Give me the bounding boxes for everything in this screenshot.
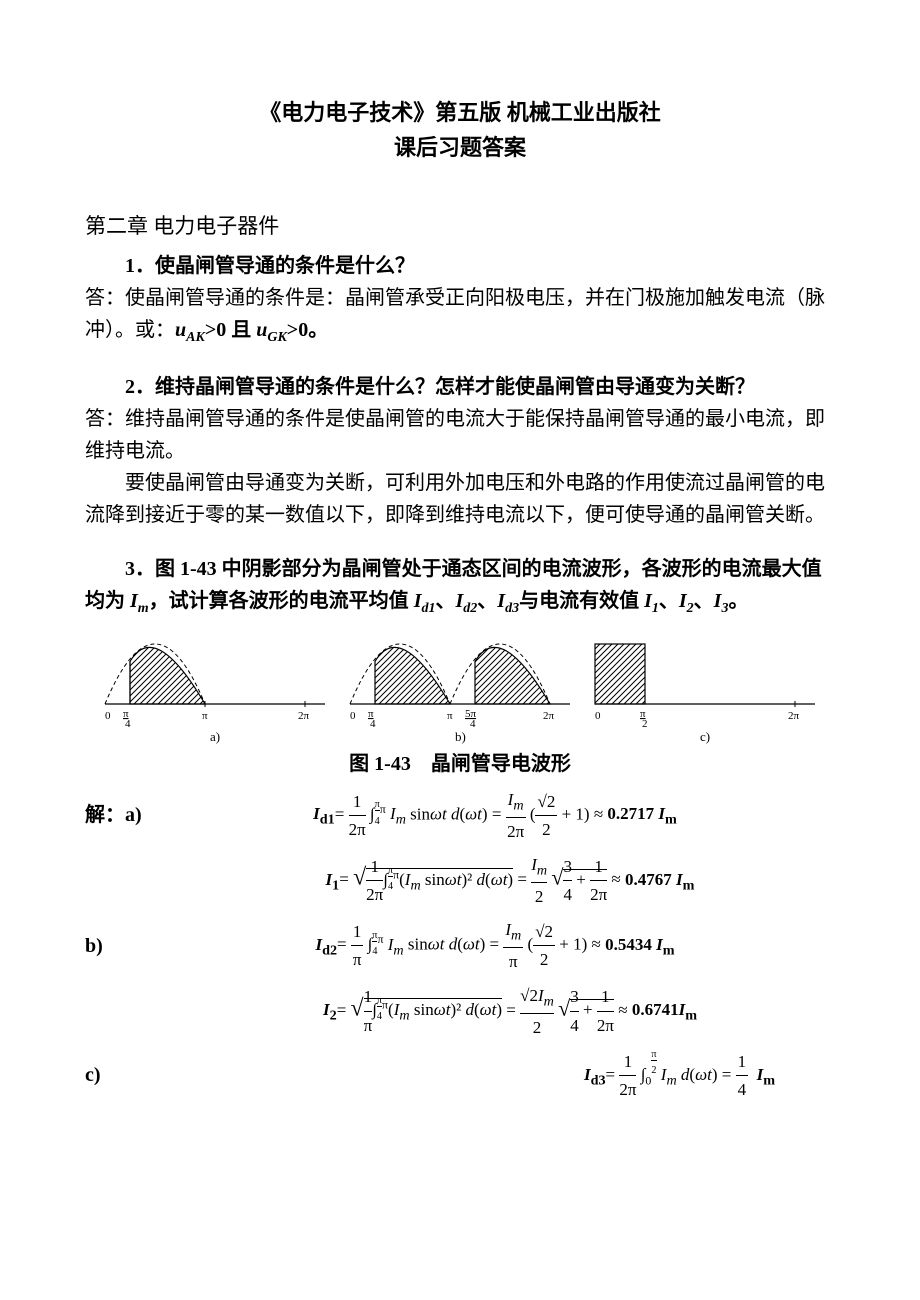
figure-1-43: 0 π 4 π 2π a) 0 π 4 π 5π 4 — [85, 629, 835, 744]
answer-1: 答：使晶闸管导通的条件是：晶闸管承受正向阳极电压，并在门极施加触发电流（脉冲）。… — [85, 282, 835, 349]
svg-text:0: 0 — [350, 710, 356, 722]
waveform-row: 0 π 4 π 2π a) 0 π 4 π 5π 4 — [85, 629, 835, 744]
svg-text:a): a) — [210, 729, 220, 744]
solution-b1: b) Id2= 1π ∫π4π Im sinωt d(ωt) = Imπ (√2… — [85, 916, 835, 975]
solution-a1: 解：a) Id1= 12π ∫π4π Im sinωt d(ωt) = Im2π… — [85, 786, 835, 845]
formula-id2: Id2= 1π ∫π4π Im sinωt d(ωt) = Imπ (√22 +… — [155, 916, 835, 975]
waveform-a: 0 π 4 π 2π a) — [95, 629, 335, 744]
q3-id1: Id1 — [414, 590, 436, 612]
solution-b2: I2= √1π∫π4π(Im sinωt)² d(ωt) = √2Im2 √34… — [85, 982, 835, 1041]
q3-i2: I2 — [679, 590, 694, 612]
solve-label-a: 解：a) — [85, 799, 155, 831]
figure-caption: 图 1-43 晶闸管导电波形 — [85, 748, 835, 780]
q3-comma-4: 、 — [694, 590, 714, 612]
answer-2-p2: 要使晶闸管由导通变为关断，可利用外加电压和外电路的作用使流过晶闸管的电流降到接近… — [85, 467, 835, 531]
svg-text:c): c) — [700, 729, 710, 744]
svg-text:2π: 2π — [788, 710, 800, 722]
condition-uak: uAK — [175, 319, 205, 341]
title-line-1: 《电力电子技术》第五版 机械工业出版社 — [85, 95, 835, 130]
svg-text:0: 0 — [595, 710, 601, 722]
solve-label-b: b) — [85, 930, 155, 962]
q3-i1: I1 — [644, 590, 659, 612]
title-line-2: 课后习题答案 — [85, 130, 835, 165]
q3-id3: Id3 — [497, 590, 519, 612]
svg-text:π: π — [202, 710, 208, 722]
condition-ugk: uGK — [256, 319, 287, 341]
svg-text:b): b) — [455, 729, 466, 744]
svg-text:0: 0 — [105, 710, 111, 722]
svg-text:4: 4 — [470, 718, 476, 730]
formula-id1: Id1= 12π ∫π4π Im sinωt d(ωt) = Im2π (√22… — [155, 786, 835, 845]
waveform-c: 0 π 2 2π c) — [585, 629, 825, 744]
svg-text:π: π — [447, 710, 453, 722]
solution-c1: c) Id3= 12π ∫0π2 Im d(ωt) = 14 Im — [85, 1047, 835, 1104]
solve-label-c: c) — [85, 1059, 155, 1091]
gt-zero-2: >0。 — [287, 319, 328, 341]
formula-i1: I1= √12π∫π4π(Im sinωt)² d(ωt) = Im2 √34 … — [185, 851, 835, 910]
solution-a2: I1= √12π∫π4π(Im sinωt)² d(ωt) = Im2 √34 … — [85, 851, 835, 910]
q3-im: Im — [130, 590, 149, 612]
svg-text:2π: 2π — [298, 710, 310, 722]
q3-comma-2: 、 — [477, 590, 497, 612]
svg-text:2π: 2π — [543, 710, 555, 722]
chapter-heading: 第二章 电力电子器件 — [85, 210, 835, 244]
gt-zero-1: >0 且 — [205, 319, 256, 341]
q3-text-2: ，试计算各波形的电流平均值 — [149, 590, 414, 612]
question-3: 3．图 1-43 中阴影部分为晶闸管处于通态区间的电流波形，各波形的电流最大值均… — [85, 553, 835, 620]
svg-text:4: 4 — [370, 718, 376, 730]
q3-period: 。 — [728, 590, 748, 612]
question-2: 2．维持晶闸管导通的条件是什么？怎样才能使晶闸管由导通变为关断？ — [85, 371, 835, 403]
q3-comma-3: 、 — [659, 590, 679, 612]
q3-text-3: 与电流有效值 — [519, 590, 644, 612]
q3-i3: I3 — [714, 590, 729, 612]
q3-id2: Id2 — [455, 590, 477, 612]
q3-comma-1: 、 — [435, 590, 455, 612]
waveform-b: 0 π 4 π 5π 4 2π b) — [340, 629, 580, 744]
document-title: 《电力电子技术》第五版 机械工业出版社 课后习题答案 — [85, 95, 835, 165]
answer-2-p1: 答：维持晶闸管导通的条件是使晶闸管的电流大于能保持晶闸管导通的最小电流，即维持电… — [85, 403, 835, 467]
question-1: 1．使晶闸管导通的条件是什么？ — [85, 250, 835, 282]
formula-i2: I2= √1π∫π4π(Im sinωt)² d(ωt) = √2Im2 √34… — [185, 982, 835, 1041]
formula-id3: Id3= 12π ∫0π2 Im d(ωt) = 14 Im — [155, 1047, 835, 1104]
svg-text:2: 2 — [642, 718, 648, 730]
svg-text:4: 4 — [125, 718, 131, 730]
